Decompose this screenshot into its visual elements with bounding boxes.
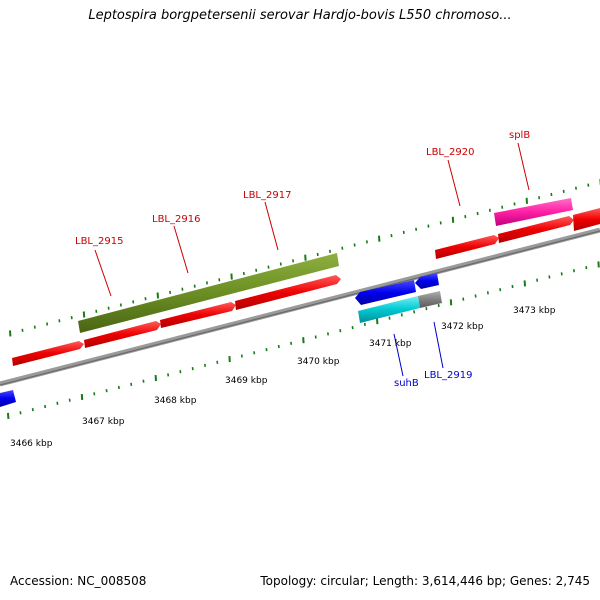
gene-track-reverse-outer [358, 291, 442, 323]
tick-row-bottom [7, 261, 600, 419]
kbp-labels: 3466 kbp 3467 kbp 3468 kbp 3469 kbp 3470… [10, 306, 556, 449]
accession-text: Accession: NC_008508 [10, 574, 147, 588]
gene-red-7[interactable] [573, 208, 600, 231]
chromosome-backbone [0, 227, 600, 387]
gene-label-lbl-2919[interactable]: LBL_2919 [424, 370, 472, 381]
genome-summary-text: Topology: circular; Length: 3,614,446 bp… [260, 574, 590, 588]
kbp-label: 3468 kbp [154, 396, 197, 406]
gene-label-suhb[interactable]: suhB [394, 378, 419, 389]
gene-blue-2[interactable] [355, 280, 416, 305]
kbp-label: 3469 kbp [225, 376, 268, 386]
kbp-label: 3467 kbp [82, 417, 125, 427]
gene-red-3[interactable] [160, 302, 236, 328]
gene-cyan-1[interactable] [358, 296, 420, 323]
gene-red-6[interactable] [498, 216, 574, 243]
gene-label-lbl-2916[interactable]: LBL_2916 [152, 214, 200, 225]
kbp-label: 3472 kbp [441, 322, 484, 332]
backbone-shadow [0, 230, 600, 386]
gene-olive-1[interactable] [78, 253, 339, 333]
tick-row-top [9, 178, 600, 337]
gene-label-lbl-2917[interactable]: LBL_2917 [243, 190, 291, 201]
gene-track-forward-outer [78, 198, 573, 333]
gene-track-reverse [0, 273, 439, 407]
gene-label-splb[interactable]: splB [509, 130, 530, 141]
gene-red-5[interactable] [435, 235, 499, 259]
kbp-label: 3471 kbp [369, 339, 412, 349]
gene-red-1[interactable] [12, 341, 84, 366]
gene-blue-3[interactable] [415, 273, 439, 289]
label-connectors [94, 142, 530, 377]
kbp-label: 3473 kbp [513, 306, 556, 316]
kbp-label: 3470 kbp [297, 357, 340, 367]
gene-label-lbl-2920[interactable]: LBL_2920 [426, 147, 474, 158]
gene-red-2[interactable] [84, 321, 161, 348]
gene-label-lbl-2915[interactable]: LBL_2915 [75, 236, 123, 247]
gene-labels: LBL_2915 LBL_2916 LBL_2917 LBL_2920 splB… [75, 130, 530, 389]
kbp-label: 3466 kbp [10, 439, 53, 449]
map-title: Leptospira borgpetersenii serovar Hardjo… [88, 8, 512, 23]
gene-blue-1[interactable] [0, 390, 16, 407]
gene-track-forward [12, 208, 600, 366]
gene-pink-1[interactable] [494, 198, 573, 226]
gene-gray-1[interactable] [418, 291, 442, 308]
gene-red-4[interactable] [235, 275, 341, 310]
